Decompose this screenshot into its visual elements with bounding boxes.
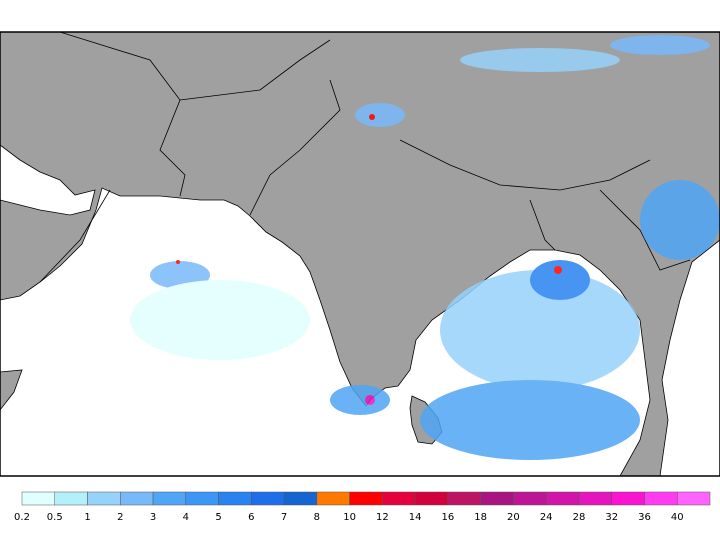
rain-core xyxy=(176,260,180,264)
border xyxy=(399,139,651,191)
rain xyxy=(530,260,590,300)
colorbar-label: 16 xyxy=(442,512,455,523)
colorbar-label: 6 xyxy=(248,512,254,523)
colorbar-label: 32 xyxy=(605,512,618,523)
border xyxy=(59,31,186,197)
colorbar-label: 3 xyxy=(150,512,156,523)
rain xyxy=(460,48,620,72)
border xyxy=(179,39,331,101)
rain xyxy=(440,270,640,390)
somalia xyxy=(0,369,23,411)
colorbar-swatch xyxy=(480,491,514,506)
colorbar-label: 0.5 xyxy=(47,512,63,523)
colorbar-swatch xyxy=(21,491,56,506)
rain-core xyxy=(369,114,375,120)
colorbar: 0.2 0.5 1 2 3 4 5 6 7 8 10 12 14 16 18 20 24 28 32 36 40 xyxy=(14,491,711,523)
colorbar-label: 5 xyxy=(215,512,221,523)
rain xyxy=(640,180,720,260)
rain xyxy=(355,103,405,127)
colorbar-swatch xyxy=(316,491,350,506)
rain-core xyxy=(365,395,375,405)
colorbar-swatch xyxy=(644,491,678,506)
map xyxy=(0,31,720,477)
colorbar-label: 12 xyxy=(376,512,389,523)
rain xyxy=(330,385,390,415)
colorbar-label: 2 xyxy=(117,512,123,523)
colorbar-swatch xyxy=(414,491,449,506)
colorbar-swatch xyxy=(513,491,547,506)
colorbar-label: 20 xyxy=(507,512,520,523)
colorbar-label: 7 xyxy=(281,512,287,523)
colorbar-swatch xyxy=(251,491,285,506)
colorbar-swatch xyxy=(120,491,154,506)
colorbar-label: 4 xyxy=(183,512,189,523)
colorbar-label: 1 xyxy=(84,512,90,523)
colorbar-label: 36 xyxy=(638,512,651,523)
persian-gulf xyxy=(0,144,96,216)
colorbar-swatch xyxy=(218,491,252,506)
rain-core xyxy=(554,266,562,274)
borders xyxy=(39,31,691,283)
border xyxy=(249,79,341,216)
rain xyxy=(130,280,310,360)
colorbar-swatch xyxy=(349,491,383,506)
colorbar-label: 10 xyxy=(343,512,356,523)
colorbar-swatch xyxy=(87,491,121,506)
rain xyxy=(420,380,640,460)
colorbar-label: 24 xyxy=(540,512,553,523)
colorbar-swatch xyxy=(185,491,219,506)
colorbar-swatch xyxy=(545,491,580,506)
colorbar-swatch xyxy=(152,491,187,506)
colorbar-label: 0.2 xyxy=(14,512,30,523)
colorbar-label: 40 xyxy=(671,512,684,523)
rain xyxy=(610,35,710,55)
colorbar-label: 14 xyxy=(409,512,422,523)
colorbar-swatch xyxy=(283,491,318,506)
colorbar-swatch xyxy=(578,491,612,506)
border xyxy=(599,189,691,271)
colorbar-label: 8 xyxy=(314,512,320,523)
colorbar-label: 18 xyxy=(474,512,487,523)
border xyxy=(529,199,556,251)
colorbar-swatch xyxy=(611,491,645,506)
rain-areas xyxy=(130,35,720,460)
map-frame xyxy=(0,31,720,477)
colorbar-label: 28 xyxy=(573,512,586,523)
colorbar-swatch xyxy=(676,491,711,506)
colorbar-swatch xyxy=(382,491,416,506)
border xyxy=(39,189,111,283)
colorbar-swatch xyxy=(447,491,481,506)
colorbar-swatch xyxy=(54,491,88,506)
